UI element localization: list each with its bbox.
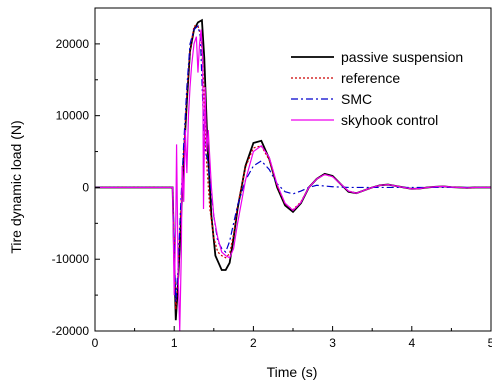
x-tick-label: 2 (250, 336, 257, 350)
y-tick-label: 20000 (56, 37, 90, 51)
plot-area (95, 18, 491, 331)
y-tick-label: 10000 (56, 109, 90, 123)
series-line-2 (95, 24, 491, 303)
y-tick-label: -20000 (52, 324, 90, 338)
x-tick-label: 3 (329, 336, 336, 350)
series-line-3 (95, 29, 491, 331)
x-tick-label: 0 (92, 336, 99, 350)
axes: 0 1 2 3 4 5 -20000 -10000 0 10000 20000 (52, 37, 492, 350)
legend-label-0: passive suspension (341, 49, 463, 65)
x-tick-label: 4 (408, 336, 415, 350)
y-tick-label: -10000 (52, 252, 90, 266)
x-tick-label: 5 (488, 336, 492, 350)
y-tick-label: 0 (82, 180, 89, 194)
legend-label-3: skyhook control (341, 112, 438, 128)
legend-label-1: reference (341, 70, 400, 86)
x-tick-label: 1 (171, 336, 178, 350)
legend-label-2: SMC (341, 91, 372, 107)
x-axis-label: Time (s) (267, 364, 318, 380)
legend: passive suspension reference SMC skyhook co… (291, 49, 463, 128)
y-axis-label: Tire dynamic load (N) (8, 120, 24, 253)
